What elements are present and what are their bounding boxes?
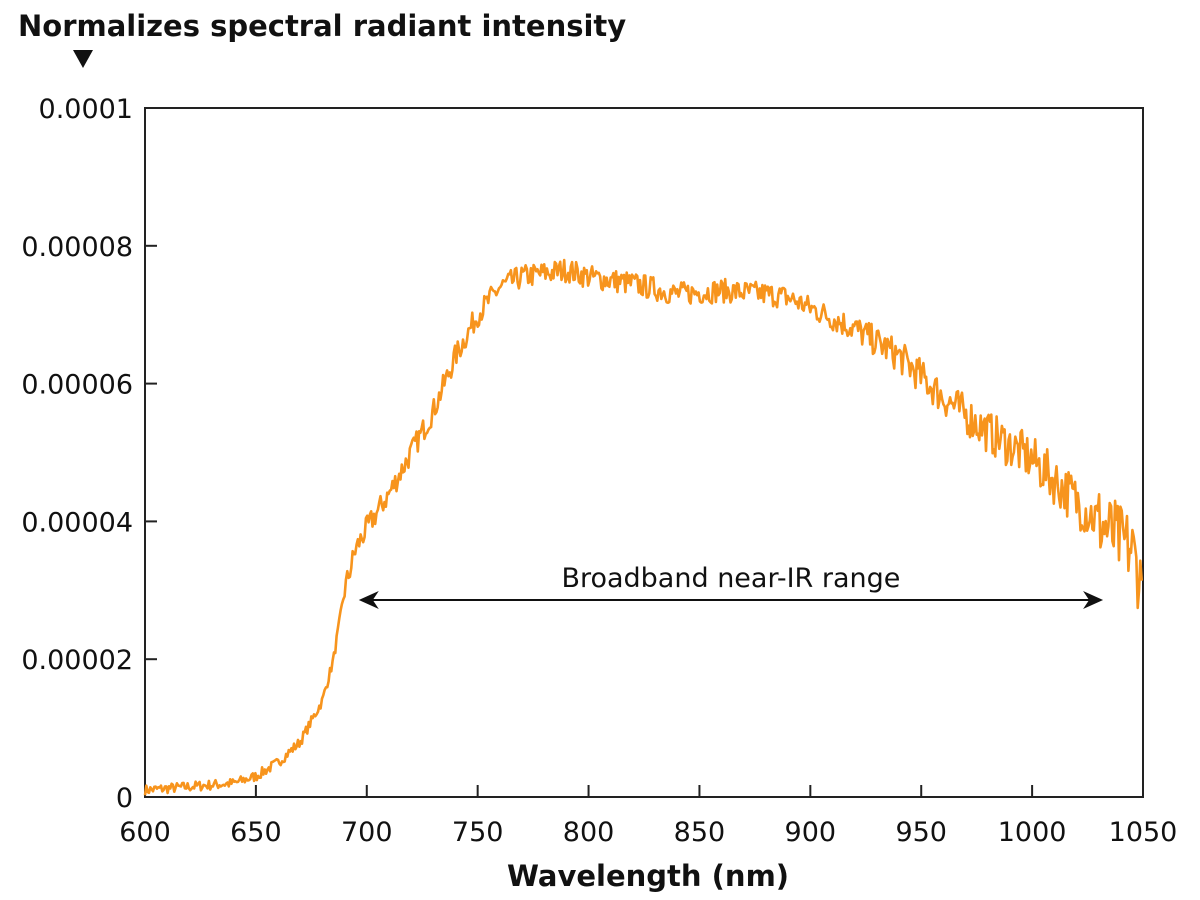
x-tick-label: 650 xyxy=(230,817,282,848)
range-annotation: Broadband near-IR range xyxy=(358,563,1104,609)
x-tick-label: 1000 xyxy=(998,817,1067,848)
arrow-left-icon xyxy=(358,590,379,609)
arrow-right-icon xyxy=(1083,590,1104,609)
axis-marker-triangle-icon xyxy=(73,50,93,68)
x-axis-label: Wavelength (nm) xyxy=(507,859,789,893)
x-tick-label: 750 xyxy=(452,817,504,848)
plot-frame xyxy=(144,107,1144,798)
x-tick-label: 850 xyxy=(674,817,726,848)
x-tick-label: 600 xyxy=(119,817,171,848)
y-tick-label: 0.0001 xyxy=(39,94,133,125)
x-tick-label: 1050 xyxy=(1109,817,1178,848)
series-line xyxy=(143,258,1143,796)
x-tick-label: 900 xyxy=(785,817,837,848)
y-tick-label: 0.00004 xyxy=(21,507,133,538)
y-tick-label: 0 xyxy=(116,783,133,814)
y-tick-label: 0.00006 xyxy=(21,370,133,401)
axis-tick-labels: 600 650 700 750 800 850 900 950 1000 1050 0 0.00002… xyxy=(21,94,1177,848)
y-tick-label: 0.00008 xyxy=(21,232,133,263)
x-tick-label: 950 xyxy=(895,817,947,848)
axis-ticks xyxy=(145,244,1034,797)
y-tick-label: 0.00002 xyxy=(21,645,133,676)
x-tick-label: 800 xyxy=(563,817,615,848)
annotation-label: Broadband near-IR range xyxy=(561,563,900,594)
chart-title: Normalizes spectral radiant intensity xyxy=(18,9,626,43)
x-tick-label: 700 xyxy=(341,817,393,848)
